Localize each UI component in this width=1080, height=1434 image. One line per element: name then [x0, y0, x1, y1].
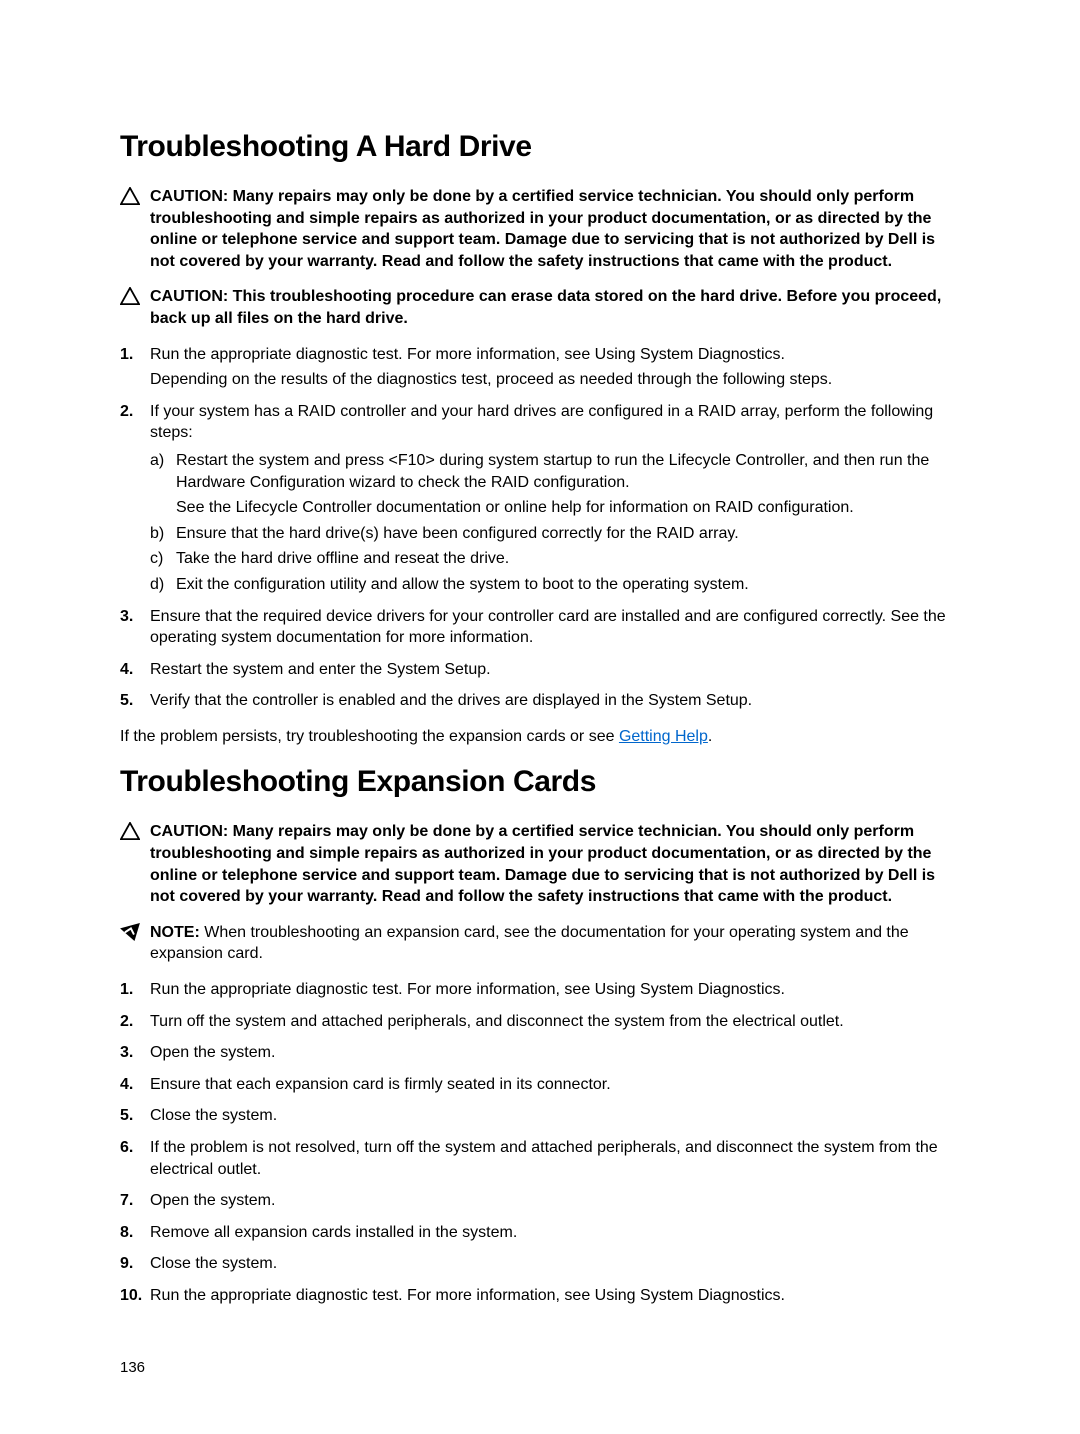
step-item: Open the system. [120, 1190, 960, 1212]
caution-lead: CAUTION: [150, 288, 228, 305]
caution-icon [120, 287, 140, 305]
step-item: If your system has a RAID controller and… [120, 401, 960, 596]
step-item: Run the appropriate diagnostic test. For… [120, 979, 960, 1001]
caution-text: CAUTION: This troubleshooting procedure … [150, 286, 960, 329]
closing-pre: If the problem persists, try troubleshoo… [120, 728, 619, 745]
substeps-list: Restart the system and press <F10> durin… [150, 450, 960, 596]
note-icon [120, 923, 140, 941]
step-item: Run the appropriate diagnostic test. For… [120, 1285, 960, 1307]
note-block: NOTE: When troubleshooting an expansion … [120, 922, 960, 965]
step-item: Close the system. [120, 1105, 960, 1127]
page-number: 136 [120, 1359, 145, 1376]
caution-block-1: CAUTION: Many repairs may only be done b… [120, 186, 960, 272]
step-text: If your system has a RAID controller and… [150, 403, 933, 442]
substep-item: Restart the system and press <F10> durin… [150, 450, 960, 519]
caution-lead: CAUTION: [150, 823, 228, 840]
getting-help-link[interactable]: Getting Help [619, 728, 708, 745]
note-text: NOTE: When troubleshooting an expansion … [150, 922, 960, 965]
step-item: If the problem is not resolved, turn off… [120, 1137, 960, 1180]
note-lead: NOTE: [150, 924, 200, 941]
substep-item: Exit the configuration utility and allow… [150, 574, 960, 596]
step-item: Verify that the controller is enabled an… [120, 690, 960, 712]
substep-item: Ensure that the hard drive(s) have been … [150, 523, 960, 545]
steps-list-1: Run the appropriate diagnostic test. For… [120, 344, 960, 712]
step-text: Run the appropriate diagnostic test. For… [150, 346, 785, 363]
closing-paragraph: If the problem persists, try troubleshoo… [120, 726, 960, 748]
caution-body: Many repairs may only be done by a certi… [150, 188, 935, 270]
note-body: When troubleshooting an expansion card, … [150, 924, 909, 963]
caution-text: CAUTION: Many repairs may only be done b… [150, 186, 960, 272]
caution-body: This troubleshooting procedure can erase… [150, 288, 941, 327]
step-subtext: Depending on the results of the diagnost… [150, 369, 960, 391]
substep-note: See the Lifecycle Controller documentati… [176, 497, 960, 519]
step-item: Remove all expansion cards installed in … [120, 1222, 960, 1244]
caution-icon [120, 822, 140, 840]
caution-icon [120, 187, 140, 205]
step-item: Ensure that the required device drivers … [120, 606, 960, 649]
caution-body: Many repairs may only be done by a certi… [150, 823, 935, 905]
closing-post: . [708, 728, 712, 745]
step-item: Close the system. [120, 1253, 960, 1275]
caution-block-2: CAUTION: This troubleshooting procedure … [120, 286, 960, 329]
step-item: Turn off the system and attached periphe… [120, 1011, 960, 1033]
substep-item: Take the hard drive offline and reseat t… [150, 548, 960, 570]
page-content: Troubleshooting A Hard Drive CAUTION: Ma… [0, 0, 1080, 1381]
caution-text: CAUTION: Many repairs may only be done b… [150, 821, 960, 907]
heading-expansion-cards: Troubleshooting Expansion Cards [120, 765, 960, 799]
step-item: Restart the system and enter the System … [120, 659, 960, 681]
steps-list-2: Run the appropriate diagnostic test. For… [120, 979, 960, 1307]
caution-block-3: CAUTION: Many repairs may only be done b… [120, 821, 960, 907]
substep-text: Restart the system and press <F10> durin… [176, 452, 929, 491]
step-item: Ensure that each expansion card is firml… [120, 1074, 960, 1096]
step-item: Open the system. [120, 1042, 960, 1064]
heading-hard-drive: Troubleshooting A Hard Drive [120, 130, 960, 164]
step-item: Run the appropriate diagnostic test. For… [120, 344, 960, 391]
caution-lead: CAUTION: [150, 188, 228, 205]
